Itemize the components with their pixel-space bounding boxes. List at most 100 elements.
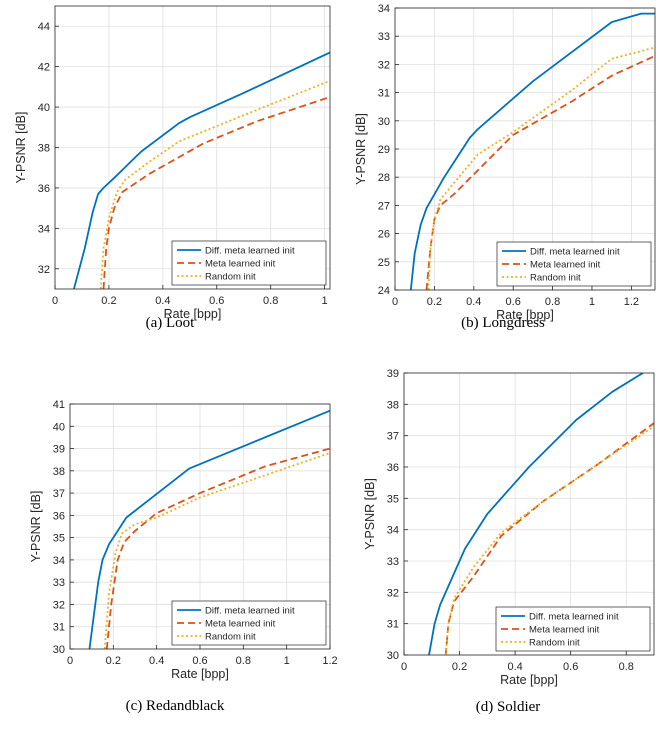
y-axis-label: Y-PSNR [dB] [363,478,377,550]
series-group [73,51,330,289]
y-tick-label: 36 [38,183,50,195]
series-line-diff-meta-learned-init [428,373,644,655]
y-tick-label: 37 [387,431,399,443]
y-tick-label: 39 [53,444,65,456]
y-tick-label: 26 [378,229,390,241]
legend-box [171,600,327,646]
x-tick-label: 0.2 [106,655,121,667]
y-tick-label: 32 [53,599,65,611]
series-group [428,373,654,655]
series-line-meta-learned-init [102,96,330,289]
x-tick-label: 0 [392,296,398,308]
y-tick-label: 35 [53,533,65,545]
series-line-diff-meta-learned-init [73,51,330,289]
y-tick-label: 31 [378,88,390,100]
series-group [88,409,330,649]
chart-panel-redandblack: 0 0.2 0.4 0.6 0.8 1 1.2 30 31 32 33 34 35 36 37 38 39 40 4… [0,366,340,714]
legend-box [496,241,652,287]
chart-panel-longdress: 0 0.2 0.4 0.6 0.8 1 1.2 24 25 26 27 28 29 30 31 32 33 34 R… [338,0,665,331]
x-tick-label: 0.6 [506,296,521,308]
chart-redandblack: 0 0.2 0.4 0.6 0.8 1 1.2 30 31 32 33 34 35 36 37 38 39 40 4… [29,399,338,681]
x-tick-label: 1 [589,296,595,308]
y-tick-label: 33 [53,577,65,589]
legend-label-random-init: Random init [205,272,256,283]
legend: Diff. meta learned init Meta learned init… [171,600,327,646]
y-tick-label: 37 [53,488,65,500]
series-line-diff-meta-learned-init [88,409,330,649]
x-tick-label: 0.4 [155,295,170,307]
x-axis-label: Rate [bpp] [171,667,229,681]
y-axis-label: Y-PSNR [dB] [354,113,368,185]
x-tick-label: 0 [67,655,73,667]
x-tick-label: 0.8 [263,295,278,307]
y-tick-label: 39 [387,368,399,380]
y-tick-label: 40 [53,421,65,433]
y-tick-label: 33 [387,556,399,568]
y-tick-label: 32 [378,59,390,71]
legend-label-random-init: Random init [205,632,256,643]
x-tick-label: 0.4 [466,296,481,308]
y-tick-label: 27 [378,200,390,212]
x-tick-label: 0 [401,661,407,673]
y-tick-label: 44 [38,21,50,33]
legend-label-meta-learned-init: Meta learned init [205,619,276,630]
x-tick-label: 0 [52,295,58,307]
plot-frame [403,372,655,656]
chart-longdress: 0 0.2 0.4 0.6 0.8 1 1.2 24 25 26 27 28 29 30 31 32 33 34 R… [354,3,656,322]
series-group [409,12,655,290]
y-tick-label: 41 [53,399,65,411]
legend-label-random-init: Random init [529,638,580,649]
y-axis-label: Y-PSNR [dB] [14,112,28,184]
legend-label-diff-meta-learned-init: Diff. meta learned init [530,247,620,258]
legend: Diff. meta learned init Meta learned init… [496,241,652,287]
y-tick-label: 32 [387,587,399,599]
y-tick-label: 24 [378,285,390,297]
series-line-meta-learned-init [444,422,654,655]
legend-label-meta-learned-init: Meta learned init [530,260,601,271]
caption-longdress: (b) Longdress [461,315,545,331]
x-tick-label: 0.4 [149,655,164,667]
y-tick-label: 30 [53,644,65,656]
y-tick-label: 28 [378,172,390,184]
x-tick-label: 1 [322,295,328,307]
x-axis-label: Rate [bpp] [500,673,558,687]
legend-box [171,240,327,286]
legend-label-diff-meta-learned-init: Diff. meta learned init [205,606,295,617]
legend-box [495,606,651,652]
x-tick-label: 1.2 [624,296,639,308]
y-tick-label: 31 [53,622,65,634]
y-tick-label: 35 [387,493,399,505]
y-tick-label: 42 [38,62,50,74]
x-tick-label: 1.2 [322,655,337,667]
y-axis-label: Y-PSNR [dB] [29,491,43,563]
y-tick-label: 34 [387,525,399,537]
y-tick-label: 34 [53,555,65,567]
x-tick-label: 0.2 [452,661,467,673]
x-tick-label: 0.6 [209,295,224,307]
x-tick-label: 0.8 [619,661,634,673]
chart-soldier: 0 0.2 0.4 0.6 0.8 30 31 32 33 34 35 36 37 38 39 Rate [b… [363,368,655,687]
series-line-random-init [99,79,330,289]
y-tick-label: 38 [387,399,399,411]
y-tick-label: 30 [387,650,399,662]
y-tick-label: 34 [378,3,390,15]
chart-loot: 0 0.2 0.4 0.6 0.8 1 32 34 36 38 40 42 44 Rate [bpp] Y-… [14,5,331,321]
y-tick-label: 31 [387,619,399,631]
y-tick-label: 29 [378,144,390,156]
chart-panel-loot: 0 0.2 0.4 0.6 0.8 1 32 34 36 38 40 42 44 Rate [bpp] Y-… [0,0,340,331]
legend: Diff. meta learned init Meta learned init… [171,240,327,286]
y-tick-label: 38 [38,143,50,155]
caption-redandblack: (c) Redandblack [125,698,225,714]
legend-label-diff-meta-learned-init: Diff. meta learned init [205,246,295,257]
x-axis-label: Rate [bpp] [164,307,222,321]
x-tick-label: 0.6 [563,661,578,673]
series-line-random-init [427,46,655,290]
x-tick-label: 0.8 [236,655,251,667]
y-tick-label: 40 [38,102,50,114]
y-tick-label: 38 [53,466,65,478]
y-tick-label: 33 [378,31,390,43]
legend-label-meta-learned-init: Meta learned init [529,625,600,636]
legend-label-random-init: Random init [530,273,581,284]
x-tick-label: 0.2 [101,295,116,307]
x-tick-label: 0.2 [427,296,442,308]
